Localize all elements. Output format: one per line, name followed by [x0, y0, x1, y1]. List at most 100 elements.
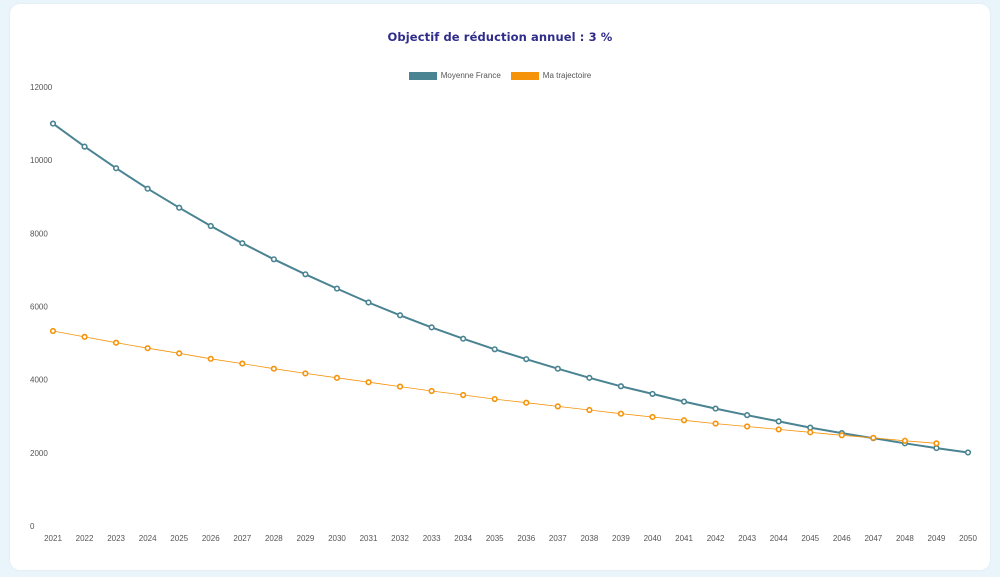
y-tick-label: 8000 [30, 229, 48, 238]
x-tick-label: 2022 [76, 534, 94, 543]
data-point-moyenne-france [775, 418, 782, 425]
data-point-moyenne-france [649, 390, 656, 398]
x-tick-label: 2024 [139, 534, 157, 543]
data-point-moyenne-france [523, 356, 530, 363]
data-point-ma-trajectoire [302, 370, 309, 377]
data-point-moyenne-france [365, 299, 372, 306]
data-point-moyenne-france [81, 143, 88, 150]
data-point-ma-trajectoire [270, 365, 277, 372]
x-tick-label: 2041 [675, 534, 693, 543]
data-point-moyenne-france [113, 165, 120, 172]
data-point-moyenne-france [176, 204, 183, 211]
data-point-moyenne-france [333, 285, 341, 292]
data-point-ma-trajectoire [365, 379, 372, 386]
x-tick-label: 2050 [959, 534, 977, 543]
x-tick-label: 2048 [896, 534, 914, 543]
x-tick-label: 2034 [454, 534, 472, 543]
data-point-moyenne-france [49, 120, 57, 127]
x-tick-label: 2049 [928, 534, 946, 543]
x-tick-label: 2025 [170, 534, 188, 543]
y-tick-label: 4000 [30, 376, 48, 385]
data-point-moyenne-france [460, 335, 467, 342]
data-point-moyenne-france [207, 222, 214, 230]
x-tick-label: 2021 [44, 534, 62, 543]
data-point-ma-trajectoire [586, 406, 593, 414]
x-tick-label: 2042 [707, 534, 725, 543]
data-point-ma-trajectoire [523, 399, 530, 406]
y-tick-label: 10000 [30, 156, 53, 165]
data-point-moyenne-france [586, 374, 593, 381]
data-point-ma-trajectoire [744, 423, 751, 430]
data-point-moyenne-france [744, 412, 751, 419]
x-tick-label: 2026 [202, 534, 220, 543]
x-tick-label: 2047 [864, 534, 882, 543]
legend-swatch-moyenne-france [408, 71, 437, 80]
x-tick-label: 2027 [233, 534, 251, 543]
x-tick-label: 2046 [833, 534, 851, 543]
x-tick-label: 2040 [644, 534, 662, 543]
x-tick-label: 2028 [265, 534, 283, 543]
data-point-ma-trajectoire [113, 339, 120, 346]
data-point-ma-trajectoire [649, 413, 656, 421]
legend-swatch-ma-trajectoire [510, 71, 539, 80]
data-point-moyenne-france [964, 449, 972, 456]
data-point-moyenne-france [491, 346, 498, 353]
legend-item-moyenne-france[interactable]: Moyenne France [408, 71, 501, 80]
data-point-ma-trajectoire [680, 417, 688, 424]
y-tick-label: 12000 [30, 83, 53, 92]
data-point-ma-trajectoire [901, 437, 908, 444]
x-tick-label: 2035 [486, 534, 504, 543]
y-tick-label: 2000 [30, 449, 48, 458]
x-tick-label: 2031 [360, 534, 378, 543]
data-point-moyenne-france [617, 383, 625, 390]
data-point-moyenne-france [239, 240, 246, 247]
data-point-moyenne-france [554, 365, 561, 372]
legend-label-ma-trajectoire: Ma trajectoire [542, 71, 592, 80]
data-point-ma-trajectoire [207, 355, 214, 362]
data-point-ma-trajectoire [428, 387, 435, 395]
x-tick-label: 2043 [738, 534, 756, 543]
data-point-ma-trajectoire [333, 374, 341, 381]
chart-title: Objectif de réduction annuel : 3 % [387, 30, 613, 44]
x-tick-label: 2039 [612, 534, 630, 543]
data-point-ma-trajectoire [838, 432, 845, 439]
data-point-ma-trajectoire [49, 327, 57, 335]
data-point-moyenne-france [144, 185, 151, 192]
legend-label-moyenne-france: Moyenne France [440, 71, 501, 80]
x-tick-label: 2023 [107, 534, 125, 543]
data-point-moyenne-france [712, 405, 719, 412]
data-point-moyenne-france [270, 256, 277, 263]
x-tick-label: 2038 [580, 534, 598, 543]
data-point-ma-trajectoire [933, 440, 940, 447]
data-point-ma-trajectoire [396, 383, 404, 390]
data-point-ma-trajectoire [491, 395, 498, 403]
x-tick-label: 2036 [517, 534, 535, 543]
chart-card [10, 4, 990, 570]
data-point-ma-trajectoire [712, 420, 719, 427]
data-point-moyenne-france [396, 312, 404, 319]
legend-item-ma-trajectoire[interactable]: Ma trajectoire [510, 71, 592, 80]
x-tick-label: 2029 [297, 534, 315, 543]
data-point-moyenne-france [933, 444, 940, 452]
data-point-ma-trajectoire [460, 391, 467, 399]
data-point-ma-trajectoire [870, 434, 877, 441]
data-point-ma-trajectoire [239, 360, 246, 367]
x-tick-label: 2044 [770, 534, 788, 543]
x-tick-label: 2030 [328, 534, 346, 543]
data-point-ma-trajectoire [617, 410, 625, 417]
series-line-moyenne-france [52, 122, 969, 454]
data-point-ma-trajectoire [807, 429, 814, 436]
x-tick-label: 2032 [391, 534, 409, 543]
data-point-ma-trajectoire [554, 403, 561, 410]
data-point-ma-trajectoire [81, 333, 88, 340]
data-point-ma-trajectoire [775, 426, 782, 433]
y-tick-label: 0 [30, 522, 35, 531]
data-point-ma-trajectoire [176, 350, 183, 357]
x-tick-label: 2033 [423, 534, 441, 543]
data-point-moyenne-france [680, 398, 688, 405]
data-point-ma-trajectoire [144, 345, 151, 352]
data-point-moyenne-france [807, 424, 814, 431]
data-point-moyenne-france [302, 271, 309, 278]
chart-legend: Moyenne France Ma trajectoire [0, 71, 1000, 80]
y-tick-label: 6000 [30, 303, 48, 312]
